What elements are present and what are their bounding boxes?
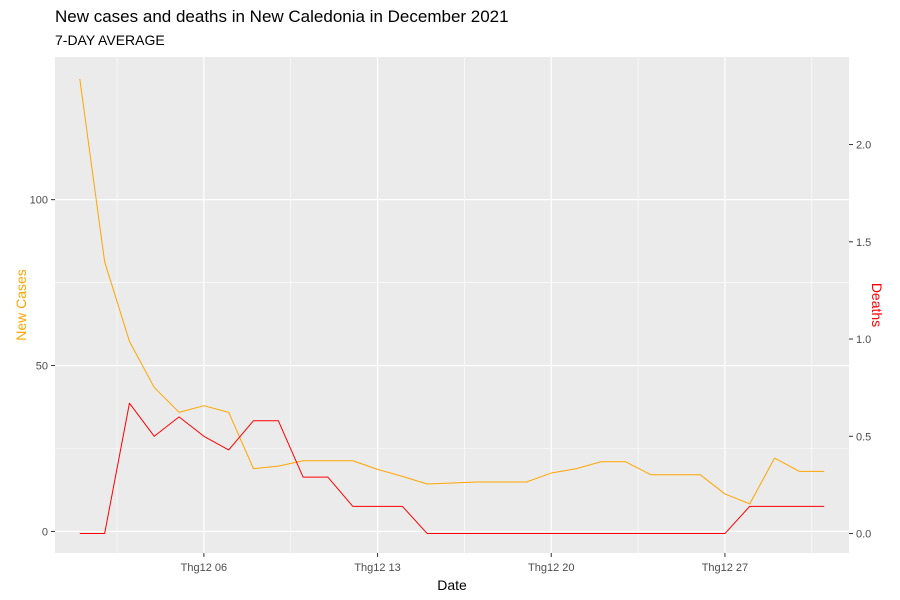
- series-line-deaths: [79, 402, 825, 535]
- x-axis-tick-label: Thg12 27: [702, 562, 748, 574]
- x-axis-tick-label: Thg12 13: [354, 562, 400, 574]
- x-axis-tick-label: Thg12 06: [181, 562, 227, 574]
- right-axis-tick-label: 1.0: [856, 334, 871, 346]
- right-axis: 0.0 0.5 1.0 1.5 2.0: [849, 140, 871, 541]
- right-axis-tick-label: 0.5: [856, 431, 871, 443]
- x-axis: Thg12 06 Thg12 13 Thg12 20 Thg12 27: [181, 553, 748, 574]
- right-axis-tick-label: 2.0: [856, 140, 871, 152]
- series-lines: [79, 78, 825, 535]
- chart-title: New cases and deaths in New Caledonia in…: [55, 7, 509, 26]
- right-axis-title: Deaths: [869, 283, 885, 327]
- right-axis-tick-label: 1.5: [856, 237, 871, 249]
- major-gridlines: [55, 57, 849, 553]
- right-axis-tick-label: 0.0: [856, 529, 871, 541]
- left-axis-tick-label: 0: [42, 526, 48, 538]
- series-line-new-cases: [79, 78, 825, 505]
- left-axis-tick-label: 100: [30, 195, 48, 207]
- left-axis-tick-label: 50: [36, 361, 48, 373]
- chart-subtitle: 7-DAY AVERAGE: [55, 32, 165, 48]
- left-axis-title: New Cases: [13, 269, 29, 341]
- plot-panel: [55, 57, 849, 553]
- left-axis: 0 50 100: [30, 195, 55, 538]
- x-axis-tick-label: Thg12 20: [528, 562, 574, 574]
- x-axis-title: Date: [437, 577, 467, 593]
